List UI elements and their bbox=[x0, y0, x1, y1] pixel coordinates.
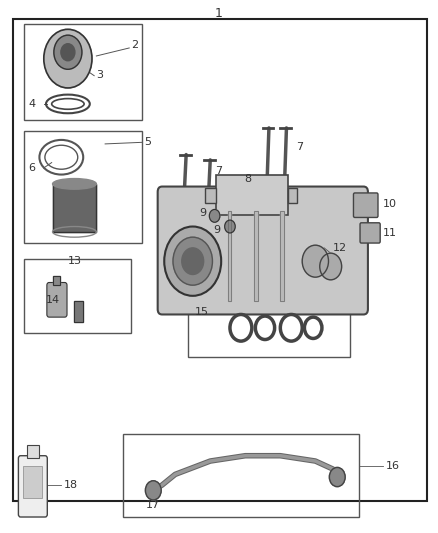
Ellipse shape bbox=[53, 179, 96, 189]
Text: 4: 4 bbox=[28, 99, 35, 109]
Bar bbox=[53, 276, 60, 285]
Circle shape bbox=[209, 209, 220, 222]
Text: M: M bbox=[28, 478, 38, 487]
Text: 5: 5 bbox=[145, 138, 152, 147]
Bar bbox=[205, 188, 215, 203]
Bar bbox=[215, 175, 288, 214]
Text: 10: 10 bbox=[383, 199, 397, 208]
Bar bbox=[74, 301, 83, 322]
Text: 7: 7 bbox=[297, 142, 304, 151]
Circle shape bbox=[225, 220, 235, 233]
Circle shape bbox=[320, 253, 342, 280]
Text: 11: 11 bbox=[383, 229, 397, 238]
Circle shape bbox=[182, 248, 204, 274]
Circle shape bbox=[164, 227, 221, 296]
Text: 12: 12 bbox=[333, 243, 347, 253]
Bar bbox=[288, 188, 297, 203]
Bar bbox=[280, 211, 284, 301]
Bar bbox=[27, 445, 39, 458]
Bar bbox=[123, 434, 359, 517]
FancyBboxPatch shape bbox=[360, 223, 380, 243]
Bar bbox=[23, 466, 42, 498]
Bar bbox=[24, 259, 131, 333]
Bar bbox=[188, 290, 350, 357]
Text: 14: 14 bbox=[46, 295, 60, 304]
Bar bbox=[24, 131, 142, 243]
Bar bbox=[24, 24, 142, 120]
Text: 9: 9 bbox=[213, 225, 220, 235]
Text: 17: 17 bbox=[146, 500, 160, 510]
Bar bbox=[74, 301, 83, 322]
Text: 16: 16 bbox=[385, 462, 399, 471]
Text: 1: 1 bbox=[215, 7, 223, 20]
Bar bbox=[228, 211, 231, 301]
Circle shape bbox=[302, 245, 328, 277]
Text: 2: 2 bbox=[131, 41, 138, 50]
FancyBboxPatch shape bbox=[158, 187, 368, 314]
Bar bbox=[53, 184, 96, 232]
Text: 9: 9 bbox=[199, 208, 206, 218]
Text: 18: 18 bbox=[64, 480, 78, 490]
Circle shape bbox=[329, 467, 345, 487]
Text: 13: 13 bbox=[67, 256, 81, 266]
Bar bbox=[228, 211, 231, 301]
Bar bbox=[254, 211, 258, 301]
Circle shape bbox=[54, 35, 82, 69]
Bar bbox=[53, 276, 60, 285]
Bar bbox=[53, 184, 96, 232]
Text: 7: 7 bbox=[215, 166, 223, 175]
Text: 8: 8 bbox=[244, 174, 251, 183]
Text: OIL: OIL bbox=[28, 490, 37, 496]
Text: 3: 3 bbox=[96, 70, 103, 79]
Circle shape bbox=[44, 29, 92, 88]
Bar bbox=[254, 211, 258, 301]
Circle shape bbox=[145, 481, 161, 500]
FancyBboxPatch shape bbox=[353, 193, 378, 217]
Circle shape bbox=[173, 237, 212, 285]
Text: 6: 6 bbox=[28, 163, 35, 173]
FancyBboxPatch shape bbox=[47, 282, 67, 317]
FancyBboxPatch shape bbox=[18, 456, 47, 517]
Circle shape bbox=[61, 44, 75, 61]
Bar bbox=[280, 211, 284, 301]
Text: 15: 15 bbox=[195, 307, 209, 317]
